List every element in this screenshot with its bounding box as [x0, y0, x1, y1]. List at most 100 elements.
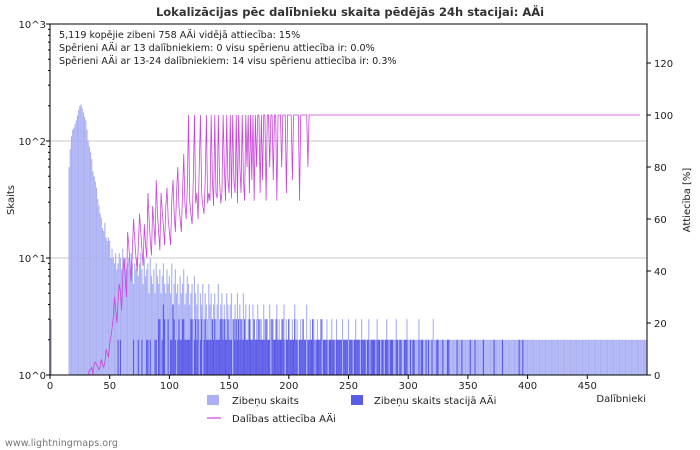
total-bar [579, 339, 581, 375]
total-bar [121, 269, 123, 375]
station-bar [335, 339, 338, 375]
station-bar [309, 339, 311, 375]
total-bar [565, 339, 567, 375]
total-bar [445, 339, 447, 375]
total-bar [564, 339, 566, 375]
legend-swatch-station [351, 395, 363, 405]
total-bar [610, 339, 612, 375]
x-tick-label: 400 [518, 381, 537, 392]
total-bar [494, 339, 496, 375]
station-bar [218, 339, 221, 375]
total-bar [74, 123, 76, 376]
total-bar [441, 339, 443, 375]
station-bar [371, 339, 373, 375]
station-bar [236, 339, 238, 375]
station-bar [413, 339, 415, 375]
station-bar [234, 339, 236, 375]
total-bar [472, 339, 474, 375]
total-bar [334, 339, 336, 375]
total-bar [645, 339, 647, 375]
total-bar [464, 339, 467, 375]
station-bar [320, 319, 322, 375]
station-bar [357, 339, 359, 375]
station-bar [292, 339, 295, 375]
total-bar [488, 339, 490, 375]
total-bar [155, 263, 157, 375]
total-bar [78, 109, 80, 375]
total-bar [537, 339, 539, 375]
total-bar [583, 339, 585, 375]
station-bar [427, 339, 430, 375]
total-bar [460, 339, 462, 375]
total-bar [535, 339, 537, 375]
total-bar [532, 339, 535, 375]
station-bar [146, 339, 148, 375]
station-bar [245, 339, 247, 375]
total-bar [99, 213, 101, 375]
station-bar [329, 339, 332, 375]
total-bar [479, 339, 481, 375]
station-bar [183, 319, 185, 375]
total-bar [226, 293, 228, 375]
station-bar [184, 339, 186, 375]
station-bar [261, 339, 264, 375]
total-bar [468, 339, 470, 375]
total-bar [152, 283, 154, 375]
station-bar [210, 339, 212, 375]
ratio-polyline [51, 114, 640, 376]
total-bar [639, 339, 641, 375]
total-bar [75, 120, 77, 375]
total-bar [192, 319, 194, 375]
total-bar [129, 269, 131, 375]
station-bar [282, 319, 284, 375]
total-bar [208, 283, 210, 375]
total-bar [76, 115, 78, 375]
total-bar [489, 339, 492, 375]
station-bar [356, 339, 358, 375]
station-bar [364, 339, 366, 375]
total-bar [165, 293, 167, 375]
station-bar [265, 319, 267, 375]
station-bar [271, 319, 273, 375]
total-bar [584, 339, 586, 375]
station-bar [201, 319, 203, 375]
station-bar [177, 339, 179, 375]
station-bar [221, 319, 223, 375]
total-bar [458, 339, 461, 375]
station-bar [328, 339, 330, 375]
station-bar [312, 319, 314, 375]
total-bar [394, 339, 396, 375]
total-bar [523, 339, 525, 375]
station-bar [230, 339, 233, 375]
station-bar [233, 319, 235, 375]
station-bar [392, 339, 394, 375]
station-bar [141, 339, 143, 375]
station-bar [204, 319, 206, 375]
station-bar [207, 339, 209, 375]
total-bar [124, 258, 126, 375]
station-bar [447, 339, 449, 375]
station-bar [149, 339, 151, 375]
total-bar [401, 339, 403, 375]
station-bar [339, 339, 341, 375]
total-bar [529, 339, 531, 375]
total-bar [507, 339, 510, 375]
station-bar [456, 339, 458, 375]
total-bar [306, 304, 308, 375]
station-bar [368, 339, 370, 375]
station-bar [258, 319, 260, 375]
total-bar [134, 263, 136, 375]
station-bar [344, 339, 346, 375]
station-bar [338, 339, 340, 375]
station-bar [325, 339, 327, 375]
station-bar [372, 339, 375, 375]
station-bar [285, 339, 287, 375]
station-bar [522, 339, 524, 375]
total-bar [612, 339, 615, 375]
station-bar [257, 339, 259, 375]
station-bar [461, 339, 463, 375]
total-bar [369, 339, 371, 375]
station-bar [205, 339, 207, 375]
y-tick-label: 10^2 [19, 137, 46, 148]
